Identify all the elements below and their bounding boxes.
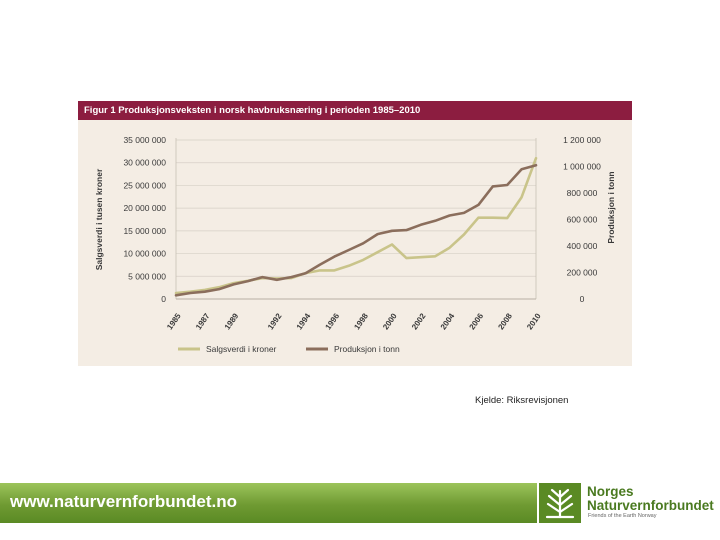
x-tick-label: 2008 [496,311,514,331]
x-tick-label: 2000 [381,311,399,331]
source-caption: Kjelde: Riksrevisjonen [475,395,569,406]
y-left-tick-label: 20 000 000 [123,203,166,213]
legend-label: Produksjon i tonn [334,344,400,354]
y-left-axis-title: Salgsverdi i tusen kroner [94,168,104,270]
series-line-1 [174,156,538,295]
x-tick-label: 2010 [525,311,543,331]
legend-label: Salgsverdi i kroner [206,344,277,354]
y-right-axis-title: Produksjon i tonn [606,171,616,243]
y-left-tick-label: 10 000 000 [123,249,166,259]
x-tick-label: 2004 [439,311,457,331]
y-right-tick-label: 200 000 [567,268,598,278]
org-name-line1: Norges [587,484,634,499]
x-tick-label: 1996 [324,311,342,331]
y-left-tick-label: 5 000 000 [128,271,166,281]
x-tick-label: 2006 [468,311,486,331]
x-tick-label: 1989 [223,311,241,331]
chart-svg: 35 000 000 30 000 000 25 000 000 20 000 000… [94,135,616,354]
y-right-tick-label: 1 200 000 [563,135,601,145]
organization-logo[interactable]: Norges Naturvernforbundet Friends of the… [537,483,720,523]
y-right-tick-label: 1 000 000 [563,162,601,172]
y-right-tick-label: 600 000 [567,215,598,225]
tree-emblem-icon [539,483,581,523]
y-left-tick-label: 15 000 000 [123,226,166,236]
x-tick-label: 1992 [266,311,284,331]
website-link[interactable]: www.naturvernforbundet.no [10,492,237,511]
x-tick-label: 2002 [410,311,428,331]
y-right-tick-label: 0 [580,294,585,304]
chart-title: Figur 1 Produksjonsveksten i norsk havbr… [78,101,632,120]
footer-bar: www.naturvernforbundet.no Norges Naturve… [0,483,720,523]
y-left-tick-label: 0 [161,294,166,304]
chart-figure: 35 000 000 30 000 000 25 000 000 20 000 000… [78,101,632,366]
y-left-tick-label: 35 000 000 [123,135,166,145]
org-subtitle: Friends of the Earth Norway [588,513,657,519]
y-right-tick-label: 400 000 [567,241,598,251]
x-tick-label: 1998 [352,311,370,331]
series-line-2 [174,163,538,297]
y-right-tick-label: 800 000 [567,188,598,198]
org-name-line2: Naturvernforbundet [587,498,714,513]
x-tick-label: 1985 [165,311,183,331]
x-tick-label: 1994 [295,311,313,331]
y-left-tick-label: 25 000 000 [123,180,166,190]
y-left-tick-label: 30 000 000 [123,158,166,168]
x-tick-label: 1987 [194,311,212,331]
